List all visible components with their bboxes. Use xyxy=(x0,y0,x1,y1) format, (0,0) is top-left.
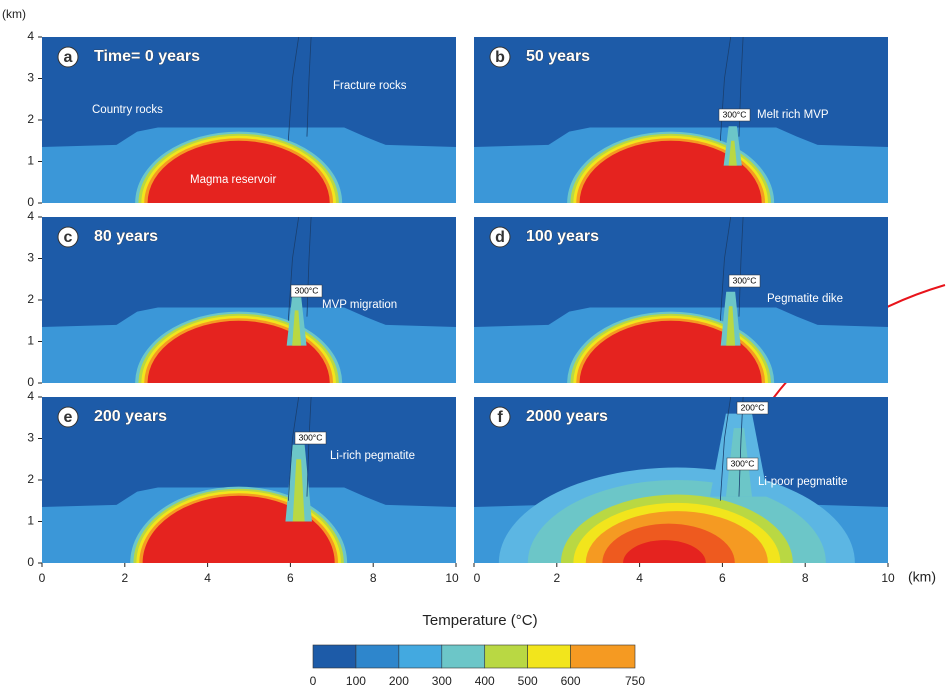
colorbar-tick-label: 0 xyxy=(310,674,317,688)
x-tick-label: 4 xyxy=(636,571,643,585)
y-tick-label: 1 xyxy=(27,514,34,528)
panel-letter: a xyxy=(64,49,73,66)
panel-time: 200 years xyxy=(94,408,167,425)
colorbar-tick-label: 300 xyxy=(432,674,452,688)
y-tick-label: 4 xyxy=(27,389,34,403)
y-tick-label: 3 xyxy=(27,251,34,265)
annotation: Melt rich MVP xyxy=(757,109,829,121)
y-tick-label: 2 xyxy=(27,112,34,126)
panel-letter: e xyxy=(64,409,73,426)
y-tick-label: 4 xyxy=(27,29,34,43)
x-tick-label: 0 xyxy=(474,571,481,585)
annotation: Li-poor pegmatite xyxy=(758,476,848,488)
colorbar-tick-label: 600 xyxy=(561,674,581,688)
x-tick-label: 8 xyxy=(370,571,377,585)
colorbar-segment xyxy=(356,645,399,668)
x-tick-label: 4 xyxy=(204,571,211,585)
annotation: Magma reservoir xyxy=(190,174,276,186)
annotation: Li-rich pegmatite xyxy=(330,450,415,462)
panel-time: Time= 0 years xyxy=(94,48,200,65)
colorbar-tick-label: 200 xyxy=(389,674,409,688)
y-tick-label: 0 xyxy=(27,555,34,569)
y-tick-label: 2 xyxy=(27,472,34,486)
annotation: MVP migration xyxy=(322,299,397,311)
colorbar-tick-label: 400 xyxy=(475,674,495,688)
temperature-label: 300°C xyxy=(733,275,757,285)
panel-letter: b xyxy=(495,49,505,66)
x-tick-label: 2 xyxy=(553,571,560,585)
colorbar-title: Temperature (°C) xyxy=(422,612,537,629)
x-tick-label: 10 xyxy=(445,571,459,585)
panel xyxy=(42,397,456,639)
annotation: Fracture rocks xyxy=(333,80,407,92)
colorbar-segment xyxy=(442,645,485,668)
temperature-label: 300°C xyxy=(299,432,323,442)
y-tick-label: 3 xyxy=(27,431,34,445)
colorbar-segment xyxy=(485,645,528,668)
panel-letter: c xyxy=(64,229,73,246)
annotation: Pegmatite dike xyxy=(767,293,843,305)
figure: (km) (km) Temperature (°C) a Time= 0 year… xyxy=(0,0,948,691)
x-tick-label: 8 xyxy=(802,571,809,585)
panel-time: 50 years xyxy=(526,48,590,65)
colorbar-tick-label: 100 xyxy=(346,674,366,688)
temperature-label: 300°C xyxy=(731,458,755,468)
y-unit: (km) xyxy=(2,7,26,21)
panel-time: 2000 years xyxy=(526,408,608,425)
x-unit: (km) xyxy=(908,569,936,585)
colorbar-tick-label: 750 xyxy=(625,674,645,688)
y-tick-label: 1 xyxy=(27,334,34,348)
panel-letter: d xyxy=(495,229,505,246)
panel-time: 100 years xyxy=(526,228,599,245)
temperature-label: 200°C xyxy=(741,402,765,412)
y-tick-label: 0 xyxy=(27,195,34,209)
colorbar-segment xyxy=(313,645,356,668)
y-tick-label: 4 xyxy=(27,209,34,223)
colorbar-tick-label: 500 xyxy=(518,674,538,688)
y-tick-label: 2 xyxy=(27,292,34,306)
panel-letter: f xyxy=(497,409,503,426)
y-tick-label: 0 xyxy=(27,375,34,389)
colorbar-segment xyxy=(528,645,571,668)
x-tick-label: 2 xyxy=(121,571,128,585)
x-tick-label: 6 xyxy=(719,571,726,585)
colorbar-segment xyxy=(399,645,442,668)
y-tick-label: 3 xyxy=(27,71,34,85)
temperature-label: 300°C xyxy=(723,109,747,119)
annotation: Country rocks xyxy=(92,104,163,116)
x-tick-label: 10 xyxy=(881,571,895,585)
x-tick-label: 6 xyxy=(287,571,294,585)
y-tick-label: 1 xyxy=(27,154,34,168)
x-tick-label: 0 xyxy=(39,571,46,585)
colorbar-segment xyxy=(571,645,635,668)
temperature-label: 300°C xyxy=(295,285,319,295)
panel-time: 80 years xyxy=(94,228,158,245)
